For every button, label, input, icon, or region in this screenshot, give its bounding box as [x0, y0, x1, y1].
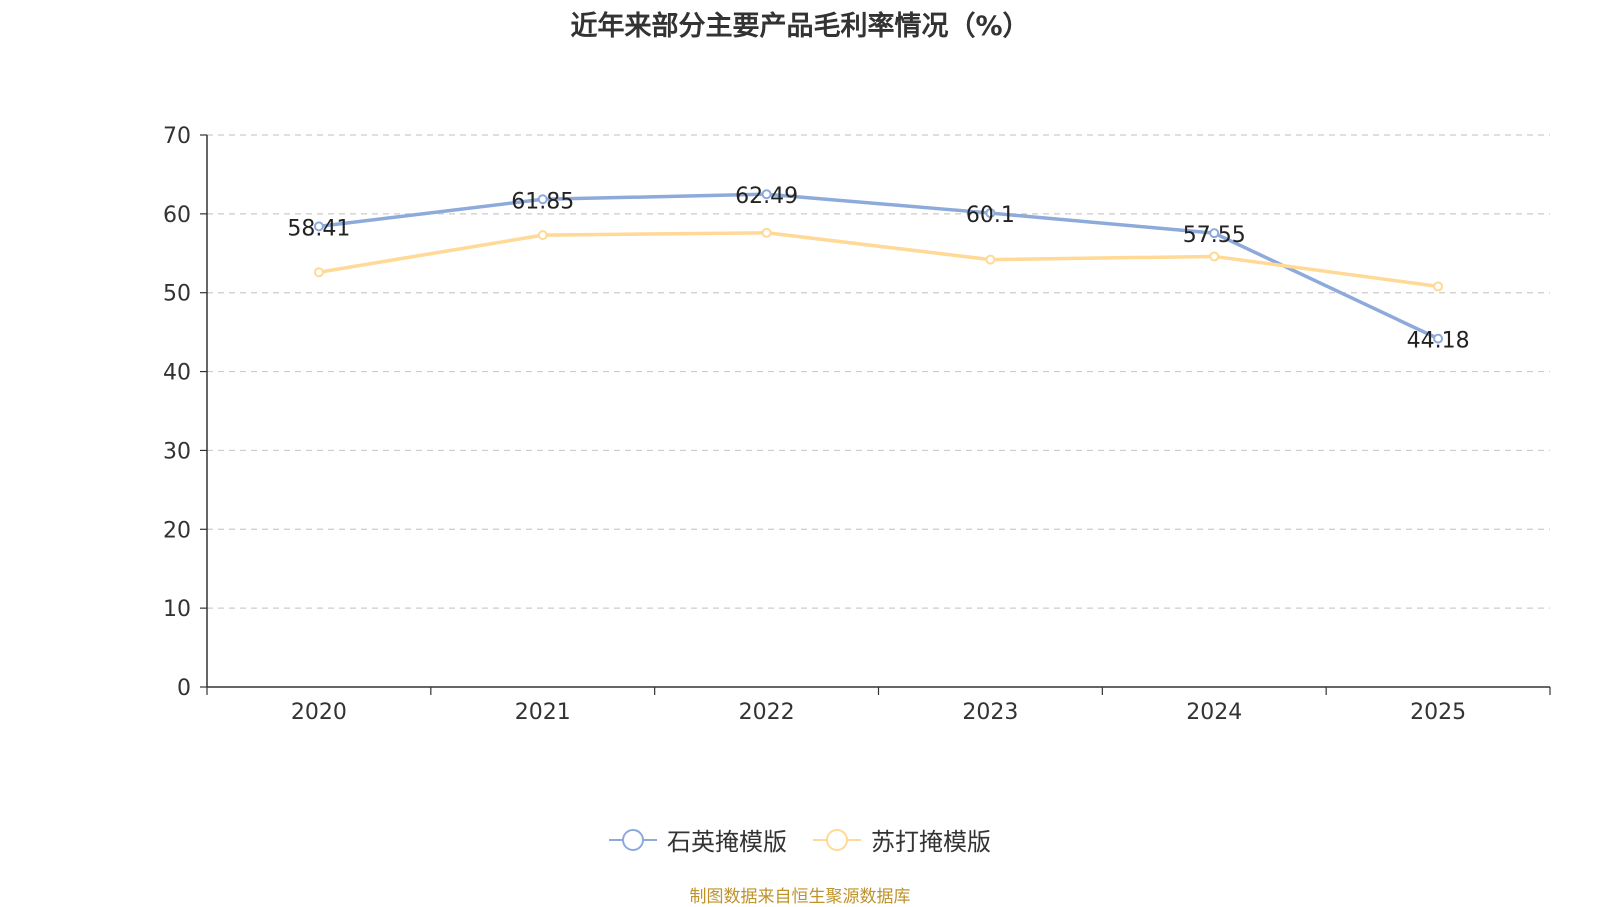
x-tick-label: 2025 — [1410, 700, 1466, 725]
y-tick-label: 40 — [163, 361, 191, 386]
data-label: 58.41 — [287, 216, 350, 241]
data-labels: 58.41 61.85 62.49 60.1 57.55 44.18 — [287, 184, 1469, 353]
y-tick-label: 50 — [163, 282, 191, 307]
y-tick-label: 70 — [163, 124, 191, 149]
data-point — [537, 194, 548, 205]
legend-marker-icon — [813, 828, 861, 852]
data-label: 61.85 — [511, 189, 574, 214]
data-point — [537, 230, 548, 241]
x-tick-label: 2023 — [962, 700, 1018, 725]
x-tick-label: 2024 — [1186, 700, 1242, 725]
series-lines — [313, 189, 1444, 344]
data-point — [313, 267, 324, 278]
legend-item-series-2[interactable]: 苏打掩模版 — [813, 822, 991, 857]
data-point — [761, 227, 772, 238]
data-label: 57.55 — [1183, 223, 1246, 248]
legend-label: 石英掩模版 — [667, 828, 787, 856]
x-tick-label: 2022 — [739, 700, 795, 725]
series-line-1 — [318, 192, 1439, 341]
data-point — [985, 254, 996, 265]
series-line-2 — [318, 231, 1439, 289]
data-point — [761, 189, 772, 200]
data-point — [1209, 228, 1220, 239]
data-point — [1433, 281, 1444, 292]
y-tick-label: 60 — [163, 203, 191, 228]
chart-title: 近年来部分主要产品毛利率情况（%） — [570, 11, 1030, 42]
y-tick-label: 10 — [163, 597, 191, 622]
legend-marker-icon — [609, 828, 657, 852]
data-label: 44.18 — [1407, 329, 1470, 354]
y-tick-label: 0 — [177, 676, 191, 701]
legend-label: 苏打掩模版 — [871, 828, 991, 856]
y-tick-label: 30 — [163, 439, 191, 464]
data-label: 62.49 — [735, 184, 798, 209]
y-tick-label: 20 — [163, 518, 191, 543]
legend: 石英掩模版 苏打掩模版 — [0, 822, 1600, 857]
data-point — [1209, 251, 1220, 262]
grid-lines — [207, 134, 1550, 609]
axes: 0 10 20 30 40 50 60 70 2020 2021 2022 2023 2024 2025 — [163, 124, 1551, 725]
data-point — [985, 208, 996, 219]
data-point — [1433, 333, 1444, 344]
x-tick-label: 2021 — [515, 700, 571, 725]
data-label: 60.1 — [966, 203, 1015, 228]
x-tick-label: 2020 — [291, 700, 347, 725]
legend-item-series-1[interactable]: 石英掩模版 — [609, 822, 787, 857]
source-note: 制图数据来自恒生聚源数据库 — [689, 887, 911, 907]
data-point — [313, 221, 324, 232]
